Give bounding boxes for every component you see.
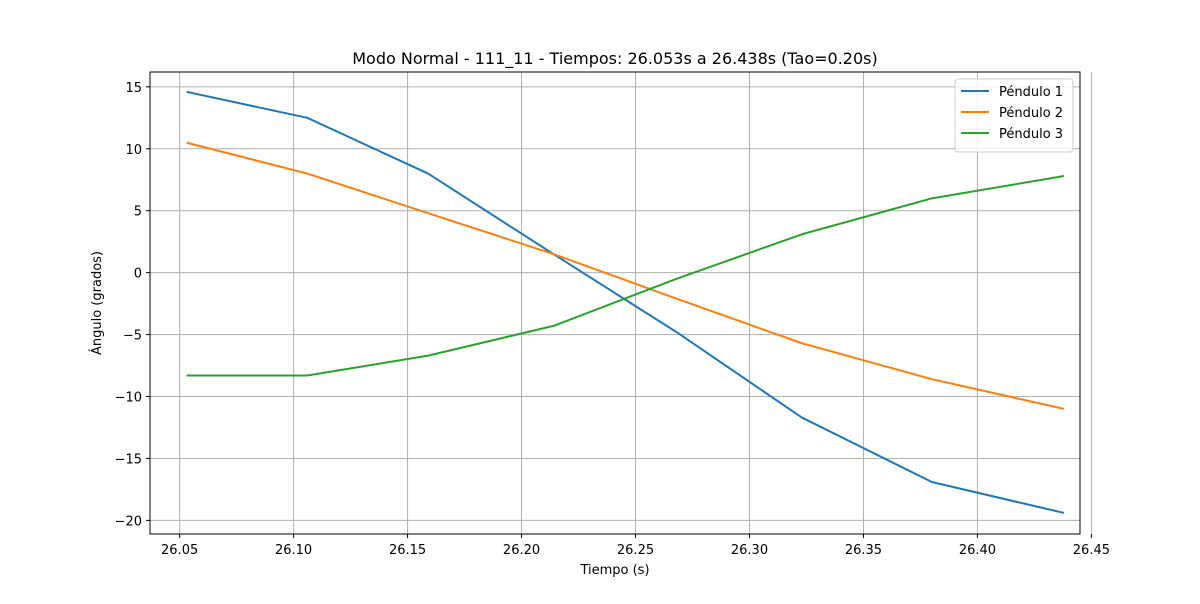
x-axis-label: Tiempo (s) <box>579 563 649 578</box>
x-tick-label: 26.05 <box>161 543 198 558</box>
x-tick-label: 26.35 <box>845 543 882 558</box>
series-line-pendulo-1 <box>186 90 1065 514</box>
x-tick-label: 26.25 <box>617 543 654 558</box>
chart-title: Modo Normal - 111_11 - Tiempos: 26.053s … <box>352 49 878 69</box>
x-tick-label: 26.15 <box>389 543 426 558</box>
x-tick-label: 26.45 <box>1073 543 1110 558</box>
x-tick-label: 26.20 <box>503 543 540 558</box>
y-axis-ticks: −20 −15 −10 −5 0 5 10 15 <box>115 81 150 529</box>
y-tick-label: −10 <box>115 391 142 406</box>
legend-label: Péndulo 2 <box>999 106 1063 121</box>
y-tick-label: 5 <box>134 205 142 220</box>
series-line-pendulo-2 <box>186 141 1065 410</box>
y-tick-label: −15 <box>115 452 142 467</box>
y-tick-label: −20 <box>115 514 142 529</box>
legend-label: Péndulo 3 <box>999 127 1063 142</box>
plot-frame <box>149 71 1081 535</box>
x-tick-label: 26.40 <box>959 543 996 558</box>
y-tick-label: 10 <box>125 143 142 158</box>
legend-label: Péndulo 1 <box>999 85 1063 100</box>
series-line-pendulo-3 <box>186 175 1065 377</box>
y-axis-label: Ángulo (grados) <box>89 251 105 355</box>
x-tick-label: 26.10 <box>275 543 312 558</box>
legend: Péndulo 1 Péndulo 2 Péndulo 3 <box>954 78 1074 153</box>
x-axis-ticks: 26.05 26.10 26.15 26.20 26.25 26.30 26.35 26.40… <box>161 534 1110 558</box>
x-tick-label: 26.30 <box>731 543 768 558</box>
y-tick-label: −5 <box>123 329 142 344</box>
y-tick-label: 15 <box>125 81 142 96</box>
series-lines <box>186 90 1065 514</box>
y-tick-label: 0 <box>134 267 142 282</box>
